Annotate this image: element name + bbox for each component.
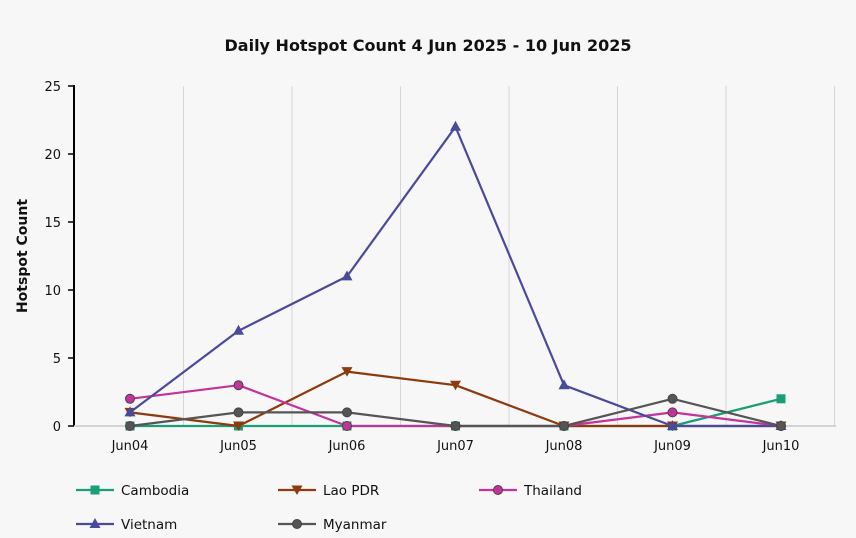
- data-point-thailand: [667, 407, 678, 418]
- data-point-myanmar: [233, 407, 244, 418]
- series-layer: [124, 120, 787, 431]
- x-tick-label: Jun09: [653, 439, 691, 454]
- data-point-lao-pdr: [450, 380, 461, 391]
- y-tick-label: 10: [44, 284, 61, 299]
- x-tick-label: Jun07: [436, 439, 474, 454]
- series-myanmar: [125, 393, 786, 431]
- legend-label-thailand: Thailand: [523, 483, 582, 499]
- x-tick-label: Jun10: [762, 439, 800, 454]
- y-tick-label: 0: [53, 420, 61, 435]
- data-point-myanmar: [667, 393, 678, 404]
- legend-marker-vietnam: [89, 518, 101, 528]
- legend-label-myanmar: Myanmar: [323, 517, 387, 533]
- data-point-thailand: [342, 421, 352, 431]
- legend-marker-myanmar: [292, 519, 302, 529]
- data-point-myanmar: [559, 421, 569, 431]
- y-tick-label: 5: [53, 352, 61, 367]
- x-tick-label: Jun04: [111, 439, 149, 454]
- y-axis-label: Hotspot Count: [15, 199, 31, 313]
- legend-marker-lao-pdr: [291, 485, 303, 495]
- x-tick-label: Jun08: [545, 439, 583, 454]
- legend-marker-thailand: [493, 485, 503, 495]
- data-point-thailand: [233, 380, 244, 391]
- y-tick-label: 25: [44, 80, 61, 95]
- y-tick-label: 15: [44, 216, 61, 231]
- legend-item-lao-pdr: Lao PDR: [278, 483, 379, 499]
- legend-marker-cambodia: [90, 485, 100, 495]
- legend-label-lao-pdr: Lao PDR: [323, 483, 379, 499]
- legend-item-myanmar: Myanmar: [278, 517, 387, 533]
- data-point-thailand: [125, 393, 135, 404]
- legend-item-vietnam: Vietnam: [76, 517, 177, 533]
- axes: 0 5 10 15 20 25 Jun04 Jun05 Jun06 Jun07 Jun08 Jun09…: [44, 80, 836, 454]
- data-point-myanmar: [450, 421, 461, 431]
- legend-item-thailand: Thailand: [479, 483, 582, 499]
- data-point-vietnam: [341, 270, 353, 281]
- data-point-myanmar: [776, 421, 786, 431]
- grid: [183, 86, 835, 426]
- series-line-lao-pdr: [129, 370, 781, 428]
- data-point-lao-pdr: [341, 367, 353, 377]
- series-line-thailand: [129, 384, 782, 428]
- data-point-lao-pdr: [233, 421, 244, 431]
- data-point-cambodia: [776, 394, 786, 404]
- data-point-myanmar: [125, 421, 135, 431]
- x-tick-label: Jun05: [219, 439, 257, 454]
- x-tick-label: Jun06: [328, 439, 366, 454]
- data-point-vietnam: [450, 120, 461, 131]
- data-point-vietnam: [558, 379, 570, 390]
- chart-title: Daily Hotspot Count 4 Jun 2025 - 10 Jun …: [225, 36, 632, 55]
- legend-label-vietnam: Vietnam: [121, 517, 177, 533]
- y-tick-label: 20: [44, 148, 61, 163]
- data-point-vietnam: [233, 324, 244, 335]
- data-point-myanmar: [342, 407, 352, 418]
- data-point-vietnam: [124, 406, 136, 417]
- legend: Cambodia Lao PDR Thailand Vietnam Myanmar: [76, 483, 582, 533]
- legend-label-cambodia: Cambodia: [121, 483, 189, 499]
- data-point-vietnam: [667, 420, 678, 430]
- legend-item-cambodia: Cambodia: [76, 483, 189, 499]
